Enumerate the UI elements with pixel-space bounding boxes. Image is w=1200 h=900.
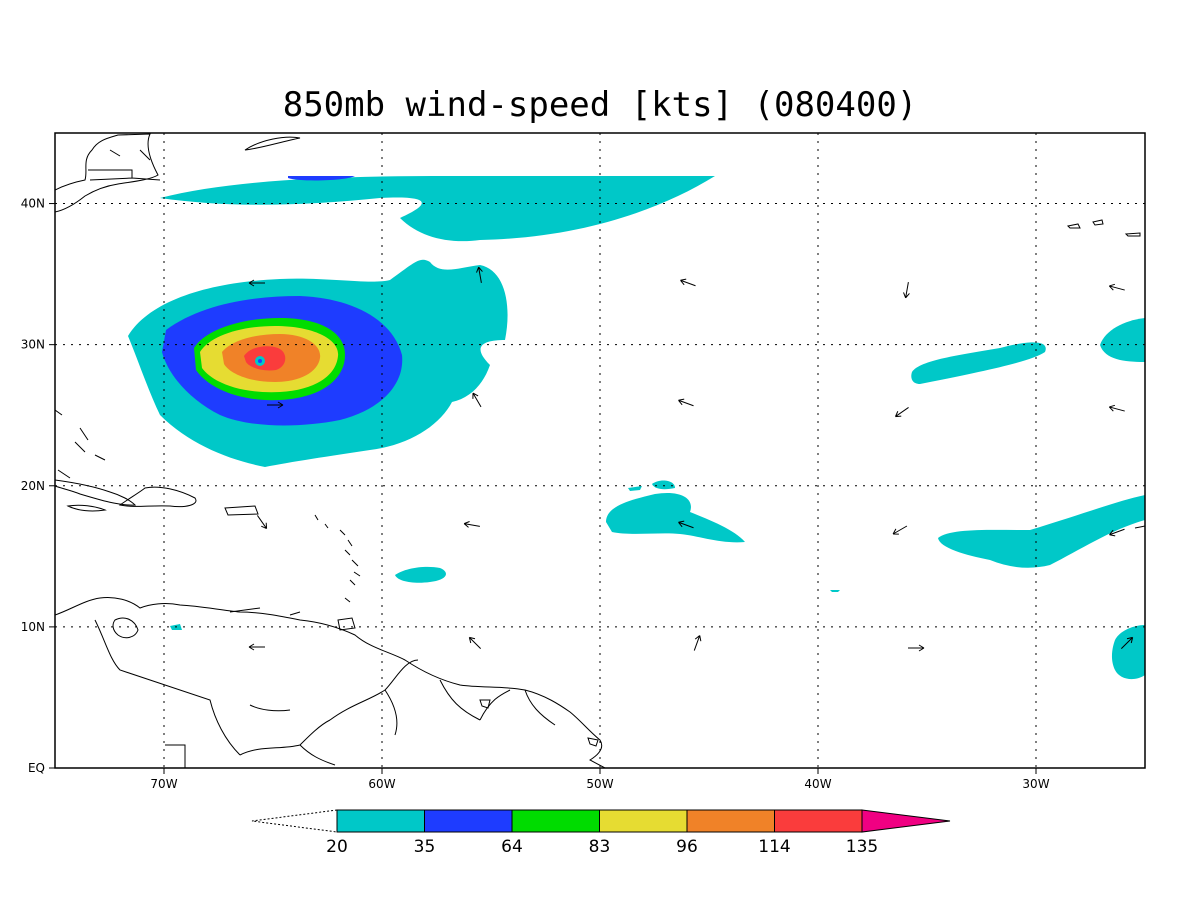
shade-north-band — [160, 176, 715, 242]
wind-arrow — [892, 525, 908, 535]
axis-ticks: 70W 60W 50W 40W 30W EQ 10N 20N 30N 40N — [21, 197, 1050, 791]
wind-arrow — [693, 635, 702, 651]
coast-north-america — [55, 133, 159, 213]
colorbar-segment — [424, 809, 513, 833]
coast-lake-maracaibo — [112, 617, 139, 639]
lat-tick-label: 10N — [21, 620, 45, 634]
shade-central — [606, 492, 745, 543]
shade-small-2 — [830, 590, 840, 592]
wind-arrow — [468, 636, 482, 650]
lon-tick-label: 50W — [586, 777, 613, 791]
lon-tick-label: 60W — [368, 777, 395, 791]
lat-tick-label: 30N — [21, 338, 45, 352]
colorbar-level-label: 135 — [846, 837, 878, 857]
wind-arrow — [680, 278, 696, 287]
shade-north-blue — [288, 176, 355, 181]
wind-arrow — [257, 515, 268, 530]
coastlines — [55, 133, 1145, 768]
shade-central-3 — [628, 486, 642, 491]
colorbar-level-label: 35 — [414, 837, 436, 857]
wind-arrow — [472, 392, 482, 408]
colorbar-under-triangle — [251, 809, 338, 833]
wind-vectors — [248, 266, 1134, 652]
shade-east-4 — [1111, 625, 1145, 680]
shade-east-2 — [1100, 318, 1145, 362]
wind-arrow — [1108, 404, 1125, 412]
colorbar-segment — [774, 809, 863, 833]
wind-arrow — [1120, 636, 1134, 650]
shade-east-3 — [938, 495, 1145, 568]
coast-lesser-antilles — [314, 514, 361, 603]
wind-arrow — [476, 266, 483, 283]
wind-arrow — [463, 521, 480, 528]
shade-central-2 — [652, 480, 675, 490]
wind-arrow — [678, 398, 694, 407]
shade-hurricane-eye-core — [258, 359, 262, 363]
coast-cuba — [55, 479, 137, 506]
colorbar-segment — [511, 809, 600, 833]
lat-tick-label: EQ — [28, 761, 45, 775]
shade-south-1 — [395, 566, 446, 583]
map-title: 850mb wind-speed [kts] (080400) — [283, 85, 918, 125]
lon-tick-label: 30W — [1022, 777, 1049, 791]
lat-tick-label: 20N — [21, 479, 45, 493]
shade-hurricane-114 — [244, 346, 286, 371]
coast-borders — [94, 619, 556, 766]
map-grid — [55, 133, 1145, 768]
coast-hispaniola — [118, 486, 197, 508]
coast-nova-scotia — [244, 136, 301, 151]
coast-ne-detail — [88, 149, 161, 181]
colorbar: 20 35 64 83 96 114 135 — [251, 809, 951, 857]
colorbar-segment — [336, 809, 425, 833]
colorbar-over-triangle — [861, 809, 951, 833]
lon-tick-label: 70W — [150, 777, 177, 791]
coast-trinidad — [337, 617, 356, 631]
lat-tick-label: 40N — [21, 197, 45, 211]
wind-arrow — [248, 279, 265, 287]
plot-area — [55, 133, 1145, 768]
coast-florida-bahamas — [55, 409, 106, 479]
coast-cape-verde — [1134, 525, 1145, 529]
lon-tick-label: 40W — [804, 777, 831, 791]
wind-arrow — [894, 407, 909, 418]
colorbar-level-label: 20 — [326, 837, 348, 857]
wind-arrow — [267, 401, 284, 409]
wind-arrow — [908, 644, 925, 652]
colorbar-level-label: 64 — [501, 837, 523, 857]
coast-azores — [1066, 219, 1141, 237]
wind-speed-shading — [128, 176, 1145, 680]
wind-arrow — [903, 282, 910, 299]
wind-arrow — [248, 643, 265, 651]
coast-south-detail — [165, 607, 301, 768]
colorbar-level-label: 83 — [589, 837, 611, 857]
colorbar-level-label: 114 — [758, 837, 790, 857]
colorbar-segment — [599, 809, 688, 833]
coast-puerto-rico — [224, 505, 259, 516]
coast-south-america — [55, 597, 606, 768]
shade-east-1 — [911, 342, 1046, 384]
wind-arrow — [1109, 528, 1125, 537]
coast-jamaica — [66, 504, 107, 512]
coast-amazon-islands — [479, 699, 599, 747]
colorbar-segment — [686, 809, 775, 833]
wind-arrow — [1108, 283, 1125, 291]
colorbar-level-label: 96 — [676, 837, 698, 857]
wind-arrow — [678, 520, 694, 529]
